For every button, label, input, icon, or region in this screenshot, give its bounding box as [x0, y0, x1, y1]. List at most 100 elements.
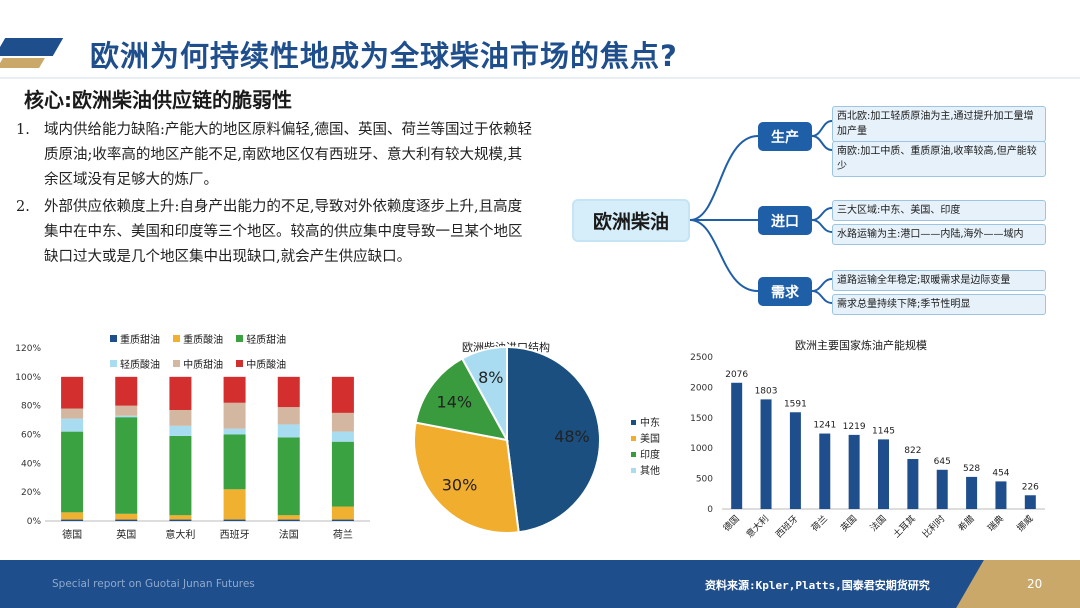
- x-tick-label: 德国: [62, 528, 82, 541]
- bar: [731, 382, 743, 509]
- pie-data-label: 48%: [554, 427, 590, 446]
- y-tick-label: 1500: [690, 414, 713, 424]
- bar-segment: [223, 376, 246, 403]
- legend-swatch: [173, 360, 181, 367]
- bar-segment: [115, 376, 138, 406]
- bar: [1024, 495, 1036, 509]
- footer-bar: [0, 560, 1080, 608]
- bar-value-label: 454: [992, 468, 1009, 478]
- bar-segment: [331, 519, 354, 521]
- mindmap-leaf: 西北欧:加工轻质原油为主,通过提升加工量增加产量: [832, 106, 1046, 142]
- legend-item: 中质酸油: [236, 356, 286, 371]
- bar-segment: [169, 425, 192, 436]
- legend-label: 重质甜油: [120, 335, 160, 346]
- y-tick-label: 80%: [21, 402, 41, 412]
- x-tick-label: 法国: [867, 513, 888, 534]
- y-tick-label: 1000: [690, 444, 713, 454]
- bar-segment: [223, 489, 246, 520]
- bar-segment: [61, 408, 84, 419]
- legend-swatch: [110, 335, 117, 342]
- legend-label: 中质甜油: [183, 360, 224, 371]
- bar-value-label: 528: [963, 464, 980, 474]
- capacity-bar-chart: 0 500 1000 1500 2000 2500 2076 德国 1803 意大利 1591 西班牙…: [690, 353, 1045, 541]
- y-tick-label: 0%: [27, 517, 42, 527]
- point-number: 1.: [16, 122, 30, 138]
- header-divider: [0, 77, 1080, 79]
- bar-value-label: 822: [904, 446, 921, 456]
- x-tick-label: 意大利: [744, 513, 772, 541]
- point-item: 2. 外部供应依赖度上升:自身产出能力的不足,导致对外依赖度逐步上升,且高度集中…: [16, 195, 536, 270]
- x-tick-label: 法国: [279, 528, 299, 541]
- bar: [966, 476, 978, 509]
- bar-segment: [169, 409, 192, 426]
- legend-item: 轻质酸油: [110, 356, 160, 371]
- page-number: 20: [1027, 577, 1043, 591]
- legend-label: 中东: [640, 416, 660, 429]
- x-tick-label: 英国: [838, 513, 859, 534]
- bar: [907, 459, 919, 509]
- legend-swatch: [631, 420, 636, 425]
- x-tick-label: 西班牙: [773, 513, 801, 541]
- y-tick-label: 2500: [690, 353, 713, 363]
- page-title: 欧洲为何持续性地成为全球柴油市场的焦点?: [90, 39, 678, 73]
- bar-segment: [223, 402, 246, 429]
- pie-data-label: 30%: [442, 476, 478, 495]
- legend-label: 美国: [640, 432, 660, 445]
- bar-segment: [331, 506, 354, 520]
- bar-value-label: 2076: [725, 370, 748, 380]
- x-tick-label: 意大利: [165, 528, 195, 541]
- key-points: 1. 域内供给能力缺陷:产能大的地区原料偏轻,德国、英国、荷兰等国过于依赖轻质原…: [16, 118, 536, 272]
- legend-swatch: [631, 436, 636, 441]
- x-tick-label: 西班牙: [220, 529, 250, 541]
- mindmap-leaf: 道路运输全年稳定;取暖需求是边际变量: [832, 270, 1046, 291]
- bar-segment: [169, 515, 192, 520]
- bar-value-label: 226: [1022, 482, 1039, 492]
- bar-segment: [277, 519, 300, 521]
- footer-source: 资料来源:Kpler,Platts,国泰君安期货研究: [705, 579, 930, 592]
- bar-segment: [277, 376, 300, 408]
- legend-swatch: [110, 360, 117, 367]
- bar-segment: [169, 519, 192, 521]
- bar-segment: [61, 512, 84, 520]
- pie-slice: [413, 421, 520, 534]
- mindmap-leaf: 需求总量持续下降;季节性明显: [832, 294, 1046, 315]
- x-tick-label: 荷兰: [333, 528, 353, 541]
- bar-value-label: 1803: [755, 386, 778, 396]
- bar: [878, 439, 889, 509]
- point-item: 1. 域内供给能力缺陷:产能大的地区原料偏轻,德国、英国、荷兰等国过于依赖轻质原…: [16, 118, 536, 193]
- bar-segment: [169, 376, 192, 410]
- page-subtitle: 核心:欧洲柴油供应链的脆弱性: [24, 88, 292, 112]
- legend-swatch: [631, 468, 636, 473]
- bar-segment: [115, 405, 138, 416]
- bar-segment: [277, 515, 300, 520]
- bar-value-label: 645: [934, 457, 951, 467]
- bar-segment: [61, 376, 84, 409]
- y-tick-label: 60%: [21, 431, 41, 441]
- legend-label: 印度: [640, 448, 660, 461]
- footer-report-name: Special report on Guotai Junan Futures: [52, 578, 255, 590]
- bar: [995, 481, 1007, 509]
- bar-segment: [223, 434, 246, 490]
- stacked-bar-chart: 0% 20% 40% 60% 80% 100% 120% 德国 英国 意大利 西班牙 法国 荷兰: [15, 344, 370, 541]
- bar-segment: [61, 431, 84, 513]
- bar-segment: [331, 376, 354, 413]
- y-tick-label: 0: [707, 505, 713, 515]
- mindmap-root: 欧洲柴油: [572, 199, 690, 242]
- x-tick-label: 比利时: [920, 513, 948, 541]
- mindmap-connectors: [689, 120, 833, 304]
- legend-label: 中质酸油: [246, 360, 287, 371]
- legend-label: 重质酸油: [183, 335, 224, 346]
- bar-segment: [277, 424, 300, 438]
- x-tick-label: 希腊: [955, 513, 976, 534]
- stacked-bar-legend: 重质甜油 重质酸油 轻质甜油 轻质酸油 中质甜油 中质酸油: [110, 327, 310, 371]
- bar: [789, 412, 801, 509]
- pie-data-label: 8%: [478, 368, 503, 387]
- y-tick-label: 2000: [690, 383, 713, 393]
- bar-segment: [223, 428, 246, 435]
- bar-segment: [331, 441, 354, 507]
- point-number: 2.: [16, 199, 30, 215]
- y-tick-label: 500: [696, 475, 713, 485]
- mindmap-node-demand: 需求: [758, 277, 812, 306]
- point-text: 域内供给能力缺陷:产能大的地区原料偏轻,德国、英国、荷兰等国过于依赖轻质原油;收…: [44, 122, 532, 188]
